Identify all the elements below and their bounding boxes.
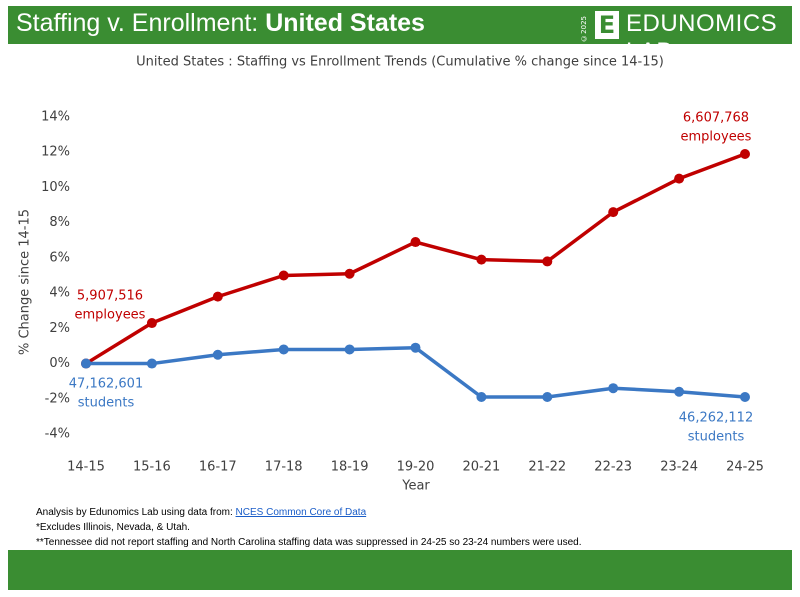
source-prefix: Analysis by Edunomics Lab using data fro… bbox=[36, 507, 236, 518]
data-point bbox=[410, 342, 421, 353]
x-tick-label: 24-25 bbox=[726, 460, 764, 475]
y-tick-label: 2% bbox=[49, 321, 70, 336]
y-tick-label: -4% bbox=[45, 427, 70, 442]
x-tick-label: 16-17 bbox=[199, 460, 237, 475]
y-tick-label: 12% bbox=[41, 145, 70, 160]
logo-mark: E bbox=[595, 11, 619, 39]
brand-name: EDUNOMICS LAB bbox=[626, 10, 778, 65]
x-axis-label: Year bbox=[401, 479, 430, 494]
annotation: 47,162,601 bbox=[69, 377, 143, 392]
x-tick-label: 20-21 bbox=[463, 460, 501, 475]
source-link[interactable]: NCES Common Core of Data bbox=[235, 507, 367, 518]
copyright: ©2025 bbox=[580, 16, 588, 42]
data-point bbox=[740, 392, 750, 403]
footnotes: Analysis by Edunomics Lab using data fro… bbox=[36, 505, 582, 550]
x-tick-label: 18-19 bbox=[331, 460, 369, 475]
data-point bbox=[476, 254, 487, 265]
x-tick-label: 14-15 bbox=[67, 460, 105, 475]
title-bold: United States bbox=[265, 9, 425, 37]
data-point bbox=[344, 344, 355, 355]
y-tick-label: 4% bbox=[49, 286, 70, 301]
data-point bbox=[740, 148, 750, 159]
x-tick-label: 15-16 bbox=[133, 460, 171, 475]
data-point bbox=[146, 318, 157, 329]
series-line bbox=[86, 345, 746, 399]
data-point bbox=[278, 270, 289, 281]
x-tick-label: 21-22 bbox=[528, 460, 566, 475]
chart-title: United States : Staffing vs Enrollment T… bbox=[136, 55, 664, 70]
y-tick-label: 6% bbox=[49, 250, 70, 265]
data-point bbox=[278, 344, 289, 355]
x-tick-label: 22-23 bbox=[594, 460, 632, 475]
annotation: 6,607,768 bbox=[683, 111, 749, 126]
source-note: Analysis by Edunomics Lab using data fro… bbox=[36, 505, 582, 520]
annotation: employees bbox=[681, 130, 752, 145]
annotation: 5,907,516 bbox=[77, 289, 143, 304]
data-point bbox=[608, 207, 619, 218]
x-tick-label: 23-24 bbox=[660, 460, 698, 475]
data-point bbox=[476, 392, 487, 403]
series-line bbox=[85, 152, 746, 366]
y-tick-label: 0% bbox=[49, 356, 70, 371]
x-tick-label: 17-18 bbox=[265, 460, 303, 475]
data-point bbox=[410, 237, 421, 248]
x-tick-label: 19-20 bbox=[397, 460, 435, 475]
chart: United States : Staffing vs Enrollment T… bbox=[18, 55, 764, 494]
data-point bbox=[212, 349, 223, 360]
header-bar: Staffing v. Enrollment: United States ©2… bbox=[8, 6, 792, 65]
data-point bbox=[674, 386, 685, 397]
data-point bbox=[608, 383, 619, 394]
y-tick-label: 10% bbox=[41, 180, 70, 195]
data-point bbox=[81, 358, 91, 369]
data-point bbox=[674, 173, 685, 184]
annotation: employees bbox=[75, 308, 146, 323]
annotation: 46,262,112 bbox=[679, 411, 753, 426]
note: *Excludes Illinois, Nevada, & Utah. bbox=[36, 522, 190, 533]
data-point bbox=[542, 392, 553, 403]
annotation: students bbox=[78, 396, 135, 411]
y-tick-label: 8% bbox=[49, 215, 70, 230]
data-point bbox=[212, 291, 223, 302]
y-axis-label: % Change since 14-15 bbox=[18, 209, 33, 355]
title-text: Staffing v. Enrollment: bbox=[16, 9, 266, 37]
data-point bbox=[542, 256, 553, 267]
data-point bbox=[146, 358, 157, 369]
data-point bbox=[344, 268, 355, 279]
page-title: Staffing v. Enrollment: United States bbox=[16, 9, 425, 38]
y-tick-label: 14% bbox=[41, 110, 70, 125]
y-tick-label: -2% bbox=[45, 391, 70, 406]
note: **Tennessee did not report staffing and … bbox=[36, 537, 582, 548]
footer-bar bbox=[8, 550, 792, 590]
annotation: students bbox=[688, 430, 745, 445]
